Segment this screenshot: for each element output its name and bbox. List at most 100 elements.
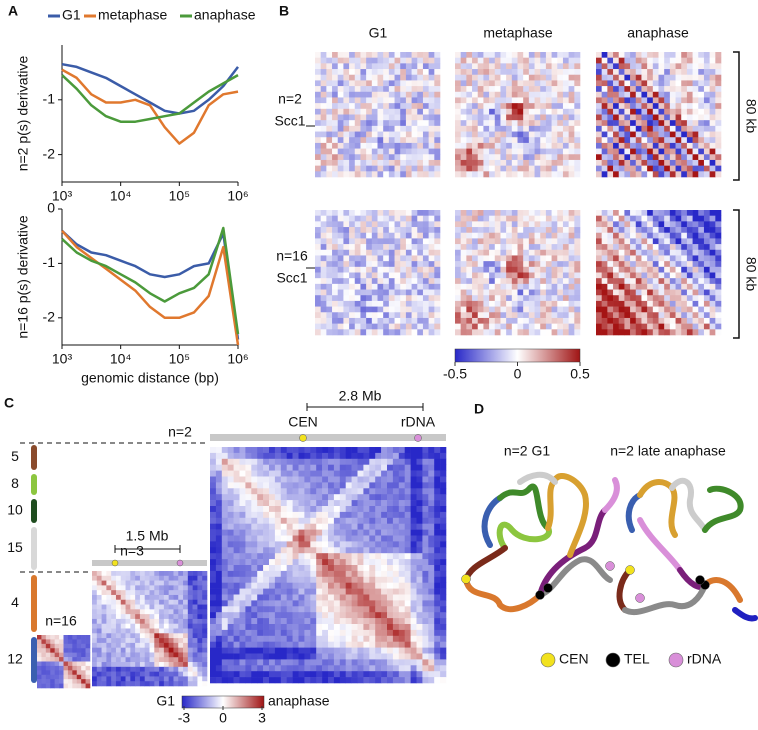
scale-label: 80 kb [743,257,758,291]
heatmap-cell [478,221,484,227]
heatmap-cell [245,530,251,536]
heatmap-cell [210,500,216,506]
heatmap-cell [240,612,246,618]
heatmap-cell [670,329,676,335]
heatmap-cell [529,318,535,324]
heatmap-cell [440,642,446,648]
heatmap-cell [500,52,506,58]
heatmap-cell [281,642,287,648]
heatmap-cell [369,459,375,465]
heatmap-cell [653,58,659,64]
heatmap-cell [315,160,321,166]
heatmap-cell [106,595,111,600]
heatmap-cell [310,595,316,601]
heatmap-cell [393,642,399,648]
heatmap-cell [299,648,305,654]
heatmap-cell [681,261,687,267]
heatmap-cell [412,126,418,132]
heatmap-cell [569,233,575,239]
heatmap-cell [676,115,682,121]
heatmap-cell [387,654,393,660]
heatmap-cell [659,318,665,324]
heatmap-cell [440,648,446,654]
heatmap-cell [676,216,682,222]
heatmap-cell [624,120,630,126]
heatmap-cell [417,109,423,115]
heatmap-cell [411,530,417,536]
heatmap-cell [636,318,642,324]
heatmap-cell [210,547,216,553]
heatmap-cell [602,63,608,69]
heatmap-cell [197,605,202,610]
heatmap-cell [240,654,246,660]
heatmap-cell [569,69,575,75]
heatmap-cell [417,547,423,553]
heatmap-cell [670,126,676,132]
heatmap-cell [423,126,429,132]
heatmap-cell [704,324,710,330]
heatmap-cell [293,447,299,453]
heatmap-cell [316,447,322,453]
heatmap-cell [140,595,145,600]
heatmap-cell [472,63,478,69]
heatmap-cell [326,109,332,115]
heatmap-cell [381,459,387,465]
heatmap-cell [349,318,355,324]
heatmap-cell [150,629,155,634]
heatmap-cell [412,86,418,92]
heatmap-cell [512,318,518,324]
heatmap-cell [636,227,642,233]
heatmap-cell [412,238,418,244]
heatmap-cell [383,126,389,132]
heatmap-cell [478,261,484,267]
heatmap-cell [619,227,625,233]
heatmap-cell [636,58,642,64]
heatmap-cell [693,63,699,69]
heatmap-cell [164,576,169,581]
heatmap-cell [363,547,369,553]
heatmap-cell [210,642,216,648]
heatmap-cell [710,171,716,177]
heatmap-cell [472,329,478,335]
heatmap-cell [315,103,321,109]
heatmap-cell [352,512,358,518]
heatmap-cell [375,465,381,471]
heatmap-cell [210,459,216,465]
heatmap-cell [489,255,495,261]
heatmap-cell [563,267,569,273]
heatmap-cell [106,643,111,648]
heatmap-cell [429,273,435,279]
heatmap-cell [358,595,364,601]
heatmap-cell [630,166,636,172]
heatmap-cell [557,301,563,307]
heatmap-cell [512,227,518,233]
heatmap-cell [613,132,619,138]
heatmap-cell [321,149,327,155]
heatmap-cell [383,284,389,290]
heatmap-cell [659,307,665,313]
heatmap-cell [455,216,461,222]
heatmap-cell [523,301,529,307]
heatmap-cell [434,115,440,121]
heatmap-cell [466,109,472,115]
heatmap-cell [321,160,327,166]
heatmap-cell [372,290,378,296]
heatmap-cell [455,273,461,279]
heatmap-cell [596,69,602,75]
heatmap-cell [383,86,389,92]
heatmap-cell [316,595,322,601]
heatmap-cell [121,576,126,581]
heatmap-cell [352,471,358,477]
heatmap-cell [135,581,140,586]
heatmap-cell [349,273,355,279]
heatmap-cell [411,471,417,477]
heatmap-cell [676,267,682,273]
heatmap-cell [228,482,234,488]
heatmap-cell [641,69,647,75]
heatmap-cell [222,612,228,618]
heatmap-cell [299,453,305,459]
heatmap-cell [489,244,495,250]
heatmap-cell [596,244,602,250]
heatmap-cell [366,120,372,126]
heatmap-cell [523,273,529,279]
